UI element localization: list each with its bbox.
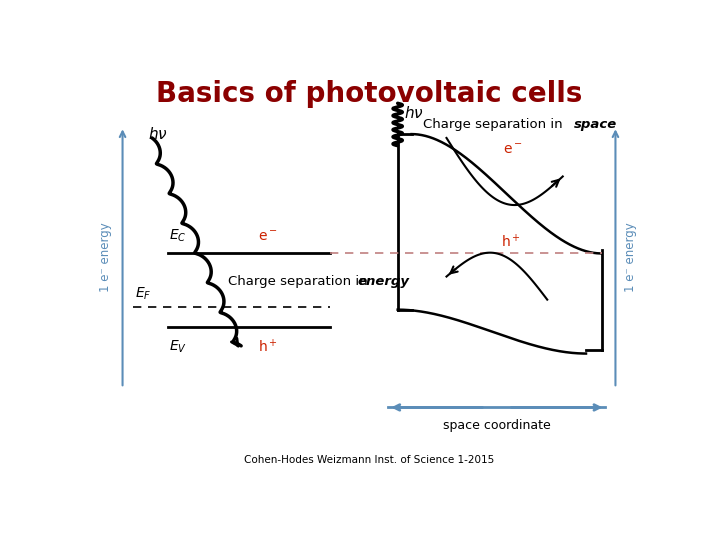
Text: $E_C$: $E_C$ (169, 228, 186, 244)
Text: $E_V$: $E_V$ (169, 338, 187, 355)
Text: h$\nu$: h$\nu$ (148, 126, 168, 142)
Text: Charge separation in: Charge separation in (423, 118, 567, 131)
Text: 1 e⁻ energy: 1 e⁻ energy (99, 222, 112, 292)
Text: Basics of photovoltaic cells: Basics of photovoltaic cells (156, 80, 582, 108)
Text: space: space (575, 118, 618, 131)
Text: h$\nu$: h$\nu$ (404, 105, 423, 120)
Text: h$^+$: h$^+$ (500, 233, 521, 251)
Text: e$^-$: e$^-$ (258, 230, 278, 244)
Text: h$^+$: h$^+$ (258, 338, 278, 355)
Text: space coordinate: space coordinate (443, 419, 551, 432)
Text: 1 e⁻ energy: 1 e⁻ energy (624, 222, 637, 292)
Text: energy: energy (357, 275, 410, 288)
Text: Cohen-Hodes Weizmann Inst. of Science 1-2015: Cohen-Hodes Weizmann Inst. of Science 1-… (244, 455, 494, 465)
Text: $E_F$: $E_F$ (135, 286, 151, 302)
Text: e$^-$: e$^-$ (503, 143, 522, 157)
Text: Charge separation in: Charge separation in (228, 275, 372, 288)
